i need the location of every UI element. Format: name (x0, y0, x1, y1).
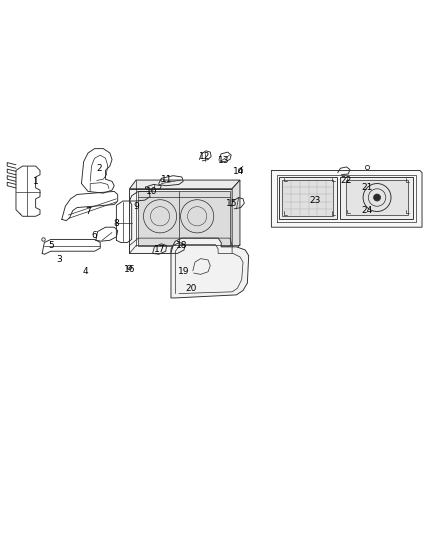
Text: 24: 24 (362, 206, 373, 215)
Text: 20: 20 (185, 284, 196, 293)
Polygon shape (272, 171, 422, 227)
Text: 13: 13 (218, 156, 229, 165)
Polygon shape (130, 189, 232, 253)
Text: 8: 8 (113, 219, 119, 228)
Polygon shape (283, 180, 333, 216)
Text: 2: 2 (96, 164, 102, 173)
Text: 21: 21 (362, 182, 373, 191)
Polygon shape (130, 180, 240, 189)
Circle shape (374, 194, 381, 201)
Text: 14: 14 (233, 167, 244, 176)
Text: 3: 3 (57, 255, 63, 264)
Text: 10: 10 (145, 187, 157, 196)
Text: 18: 18 (176, 241, 187, 250)
Text: 19: 19 (178, 267, 190, 276)
Text: 4: 4 (83, 267, 88, 276)
Text: 6: 6 (92, 231, 97, 239)
Text: 15: 15 (226, 199, 238, 208)
Polygon shape (232, 180, 240, 253)
Text: 16: 16 (124, 265, 135, 274)
Polygon shape (346, 180, 408, 215)
Polygon shape (171, 238, 249, 298)
Text: 5: 5 (48, 241, 54, 250)
Polygon shape (340, 177, 413, 220)
Polygon shape (279, 177, 337, 220)
Text: 23: 23 (309, 196, 321, 205)
Polygon shape (138, 191, 230, 246)
Text: 7: 7 (85, 207, 91, 216)
Text: 12: 12 (199, 152, 211, 161)
Text: 22: 22 (340, 175, 351, 184)
Text: 9: 9 (133, 202, 139, 211)
Text: 11: 11 (161, 175, 173, 184)
Text: 17: 17 (154, 245, 166, 254)
Text: 1: 1 (33, 177, 39, 186)
